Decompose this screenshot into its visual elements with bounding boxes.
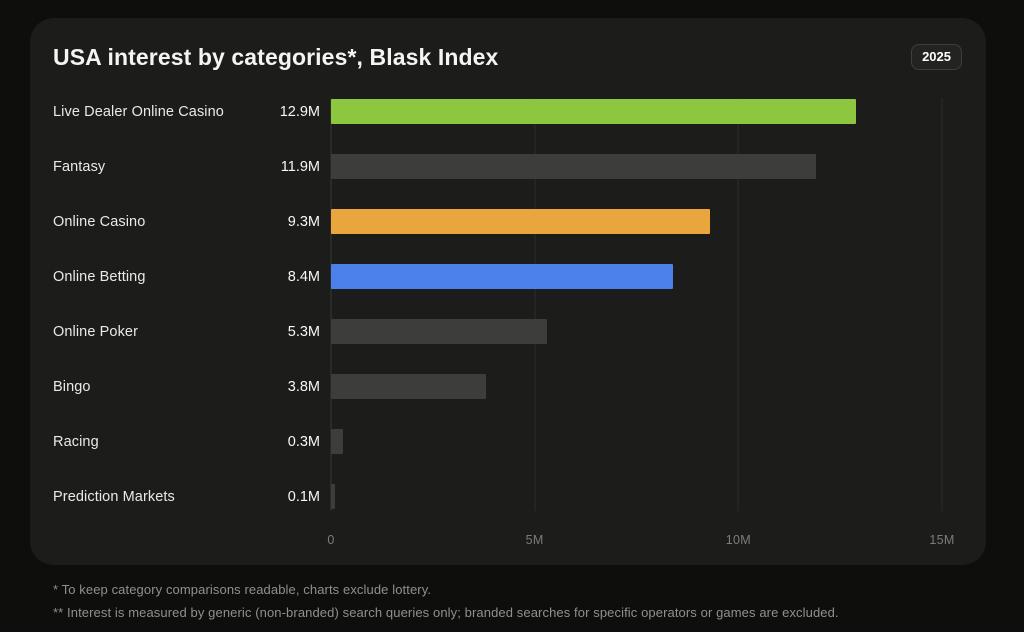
bar-scale	[331, 209, 942, 234]
table-row: Live Dealer Online Casino 12.9M	[53, 84, 962, 139]
bar-bingo[interactable]	[331, 374, 486, 399]
bar-online-poker[interactable]	[331, 319, 547, 344]
chart-card: USA interest by categories*, Blask Index…	[30, 18, 986, 565]
value-label: 0.3M	[287, 433, 320, 450]
plot-area: Live Dealer Online Casino 12.9M Fantasy 11.…	[53, 84, 962, 524]
bar-live-dealer-online-casino[interactable]	[331, 99, 857, 124]
bar-rows: Live Dealer Online Casino 12.9M Fantasy 11.…	[53, 84, 962, 524]
card-header: USA interest by categories*, Blask Index…	[53, 36, 962, 78]
x-tick-label: 0	[327, 533, 335, 547]
chart-title: USA interest by categories*, Blask Index	[53, 43, 499, 70]
value-label: 8.4M	[287, 268, 320, 285]
bar-scale	[331, 319, 942, 344]
bar-racing[interactable]	[331, 429, 344, 454]
bar-track	[331, 429, 962, 454]
category-label: Racing	[53, 433, 99, 450]
table-row: Online Casino 9.3M	[53, 194, 962, 249]
category-label: Prediction Markets	[53, 488, 175, 505]
footnotes: * To keep category comparisons readable,…	[53, 579, 994, 624]
bar-online-casino[interactable]	[331, 209, 710, 234]
bar-track	[331, 154, 962, 179]
bar-chart: Live Dealer Online Casino 12.9M Fantasy 11.…	[53, 84, 962, 554]
bar-track	[331, 484, 962, 509]
category-label: Bingo	[53, 378, 91, 395]
bar-track	[331, 209, 962, 234]
value-label: 9.3M	[287, 213, 320, 230]
table-row: Prediction Markets 0.1M	[53, 469, 962, 524]
x-axis-ticks: 0 5M 10M 15M	[327, 524, 954, 554]
bar-fantasy[interactable]	[331, 154, 816, 179]
value-label: 0.1M	[287, 488, 320, 505]
bar-scale	[331, 484, 942, 509]
category-label: Fantasy	[53, 158, 106, 175]
footnote-branded: ** Interest is measured by generic (non-…	[53, 604, 839, 620]
category-label: Online Casino	[53, 213, 146, 230]
bar-prediction-markets[interactable]	[331, 484, 336, 509]
bar-scale	[331, 429, 942, 454]
x-axis: 0 5M 10M 15M	[53, 524, 962, 554]
bar-track	[331, 319, 962, 344]
table-row: Fantasy 11.9M	[53, 139, 962, 194]
bar-track	[331, 374, 962, 399]
x-tick-label: 15M	[929, 533, 955, 547]
bar-online-betting[interactable]	[331, 264, 674, 289]
footnote-lottery: * To keep category comparisons readable,…	[53, 582, 432, 597]
year-badge[interactable]: 2025	[911, 44, 962, 70]
table-row: Racing 0.3M	[53, 414, 962, 469]
bar-track	[331, 99, 962, 124]
value-label: 11.9M	[280, 158, 320, 175]
table-row: Bingo 3.8M	[53, 359, 962, 414]
category-label: Live Dealer Online Casino	[53, 103, 224, 120]
bar-track	[331, 264, 962, 289]
value-label: 5.3M	[287, 323, 320, 340]
value-label: 12.9M	[279, 103, 320, 120]
value-label: 3.8M	[287, 378, 320, 395]
category-label: Online Poker	[53, 323, 139, 340]
x-tick-label: 10M	[725, 533, 751, 547]
bar-scale	[331, 154, 942, 179]
x-tick-label: 5M	[525, 533, 544, 547]
bar-scale	[331, 264, 942, 289]
table-row: Online Poker 5.3M	[53, 304, 962, 359]
bar-scale	[331, 99, 942, 124]
bar-scale	[331, 374, 942, 399]
category-label: Online Betting	[53, 268, 146, 285]
table-row: Online Betting 8.4M	[53, 249, 962, 304]
